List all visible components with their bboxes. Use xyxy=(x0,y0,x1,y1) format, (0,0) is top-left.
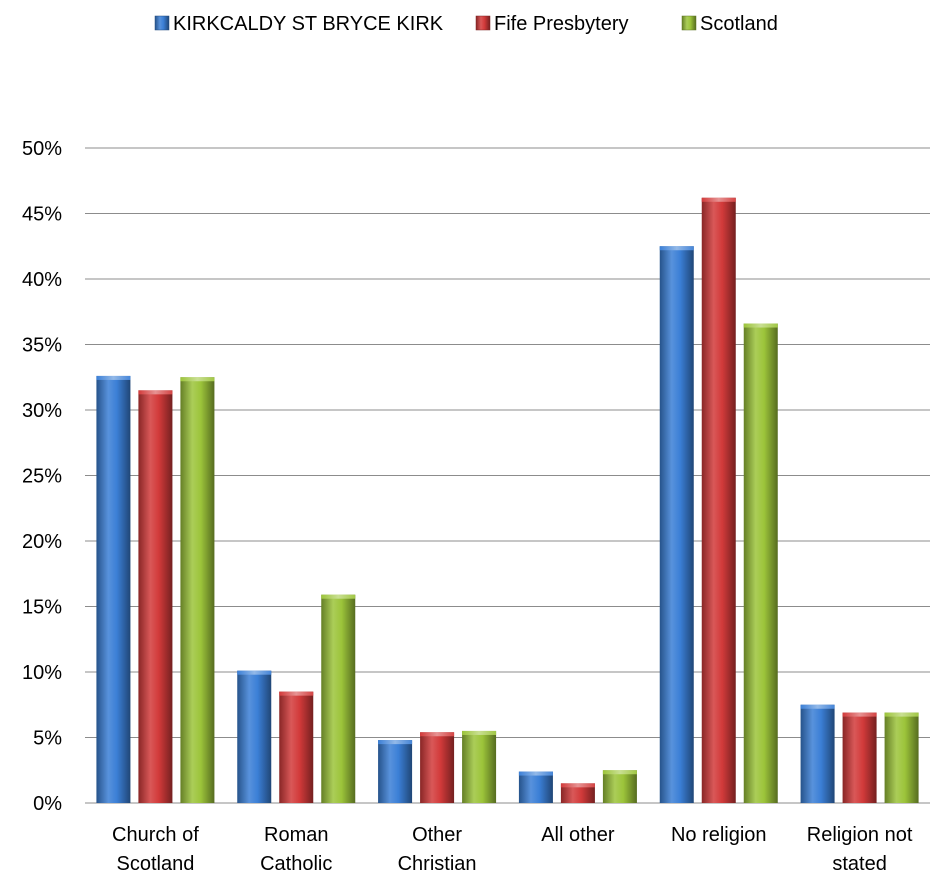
bar xyxy=(560,783,595,803)
legend-swatch xyxy=(681,15,697,31)
bar-top-highlight xyxy=(321,594,356,599)
bar-body xyxy=(800,704,835,803)
bar xyxy=(518,771,553,803)
bar-top-highlight xyxy=(560,783,595,788)
x-tick-label: Catholic xyxy=(260,853,332,875)
bar-top-highlight xyxy=(659,246,694,251)
bar-top-highlight xyxy=(180,377,215,382)
bar-body xyxy=(420,732,455,803)
bar-body xyxy=(659,246,694,803)
bar-top-highlight xyxy=(378,740,413,745)
bar xyxy=(701,197,736,803)
bar-top-highlight xyxy=(884,712,919,717)
x-tick-label: Scotland xyxy=(116,853,194,875)
bar-body xyxy=(180,377,215,803)
y-tick-label: 10% xyxy=(22,662,62,684)
y-axis: 0% 5% 10% 15% 20% 25% 30% 35% 40% 45% 50% xyxy=(22,138,62,815)
bar xyxy=(321,594,356,803)
x-tick-label: Christian xyxy=(398,853,477,875)
bar-body xyxy=(884,712,919,803)
legend-label: KIRKCALDY ST BRYCE KIRK xyxy=(173,13,444,35)
bar-top-highlight xyxy=(743,323,778,328)
bar-body xyxy=(602,770,637,803)
bar-top-highlight xyxy=(602,770,637,775)
legend-label: Scotland xyxy=(700,13,778,35)
x-tick-label: Religion not xyxy=(807,824,913,846)
bar xyxy=(800,704,835,803)
bar-top-highlight xyxy=(237,670,272,675)
bar xyxy=(842,712,877,803)
bar-body xyxy=(279,691,314,803)
bar-top-highlight xyxy=(462,730,497,735)
bar xyxy=(180,377,215,803)
bar xyxy=(237,670,272,803)
bar-top-highlight xyxy=(96,375,131,380)
bar xyxy=(378,740,413,803)
bar-body xyxy=(237,670,272,803)
y-tick-label: 45% xyxy=(22,204,62,226)
y-tick-label: 5% xyxy=(33,728,62,750)
y-tick-label: 25% xyxy=(22,466,62,488)
x-tick-label: Other xyxy=(412,824,462,846)
bar xyxy=(138,390,173,803)
y-tick-label: 35% xyxy=(22,335,62,357)
bar-body xyxy=(518,771,553,803)
y-tick-label: 0% xyxy=(33,793,62,815)
bar-top-highlight xyxy=(800,704,835,709)
bar xyxy=(96,375,131,803)
y-tick-label: 50% xyxy=(22,138,62,160)
legend-item: Scotland xyxy=(681,13,778,35)
x-tick-label: Roman xyxy=(264,824,328,846)
x-axis: Church of Scotland Roman Catholic Other Chris… xyxy=(112,824,913,875)
bar-body xyxy=(743,323,778,803)
bar-top-highlight xyxy=(842,712,877,717)
x-tick-label: Church of xyxy=(112,824,199,846)
bars xyxy=(96,197,919,803)
bar-top-highlight xyxy=(138,390,173,395)
gridlines xyxy=(85,147,930,804)
y-tick-label: 40% xyxy=(22,269,62,291)
bar-body xyxy=(560,783,595,803)
bar-top-highlight xyxy=(518,771,553,776)
y-tick-label: 20% xyxy=(22,531,62,553)
bar-top-highlight xyxy=(701,197,736,202)
bar xyxy=(279,691,314,803)
bar-body xyxy=(462,730,497,803)
legend-swatch xyxy=(475,15,491,31)
bar xyxy=(420,732,455,803)
bar-top-highlight xyxy=(279,691,314,696)
bar-body xyxy=(378,740,413,803)
bar-body xyxy=(701,197,736,803)
bar xyxy=(462,730,497,803)
x-tick-label: stated xyxy=(832,853,886,875)
bar xyxy=(602,770,637,803)
legend-item: KIRKCALDY ST BRYCE KIRK xyxy=(154,13,444,35)
x-tick-label: No religion xyxy=(671,824,767,846)
bar xyxy=(659,246,694,803)
bar-body xyxy=(842,712,877,803)
bar-top-highlight xyxy=(420,732,455,737)
y-tick-label: 15% xyxy=(22,597,62,619)
x-tick-label: All other xyxy=(541,824,615,846)
y-tick-label: 30% xyxy=(22,400,62,422)
legend-item: Fife Presbytery xyxy=(475,13,628,35)
bar-body xyxy=(96,375,131,803)
bar xyxy=(884,712,919,803)
legend: KIRKCALDY ST BRYCE KIRK Fife Presbytery Sc… xyxy=(154,13,778,35)
bar xyxy=(743,323,778,803)
bar-body xyxy=(138,390,173,803)
legend-label: Fife Presbytery xyxy=(494,13,628,35)
bar-body xyxy=(321,594,356,803)
legend-swatch xyxy=(154,15,170,31)
